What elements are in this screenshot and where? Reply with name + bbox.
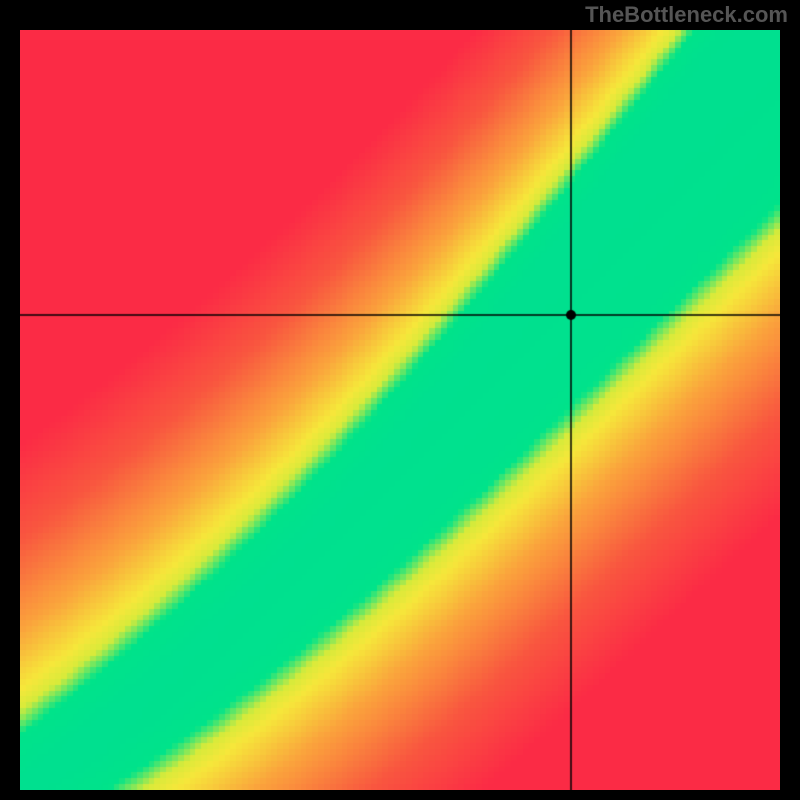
chart-container: TheBottleneck.com (0, 0, 800, 800)
plot-area (20, 30, 780, 790)
watermark-label: TheBottleneck.com (585, 2, 788, 28)
heatmap-canvas (20, 30, 780, 790)
